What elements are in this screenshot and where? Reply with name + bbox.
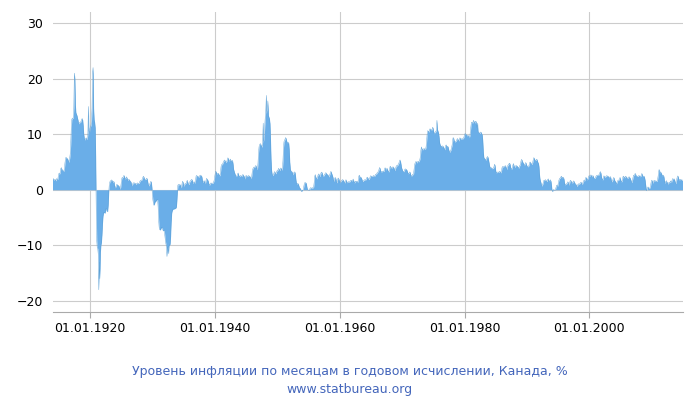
Text: Уровень инфляции по месяцам в годовом исчислении, Канада, %: Уровень инфляции по месяцам в годовом ис… — [132, 366, 568, 378]
Text: www.statbureau.org: www.statbureau.org — [287, 384, 413, 396]
